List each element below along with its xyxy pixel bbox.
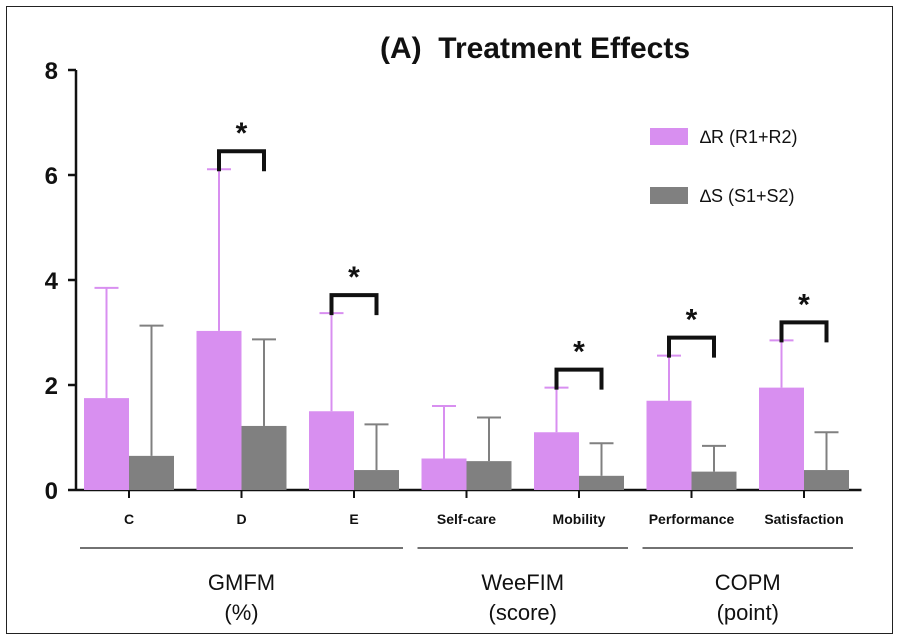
group-sublabel: (score) [489,600,557,625]
legend-swatch-r [650,128,688,145]
group-sublabel: (%) [224,600,258,625]
significance-bracket [779,320,829,343]
bar [354,470,399,490]
group-label: COPM [715,570,781,595]
bar [691,471,737,490]
bar [759,387,804,490]
bar [804,470,849,490]
y-tick-label: 2 [45,373,58,400]
legend-label-s: ∆S (S1+S2) [700,186,795,206]
bar [421,458,467,490]
group-label: GMFM [208,570,275,595]
y-tick-label: 0 [45,478,58,505]
significance-bracket [217,149,266,172]
y-tick-label: 8 [45,58,58,85]
group-label: WeeFIM [481,570,564,595]
chart-frame [6,6,893,634]
category-label: Mobility [553,511,606,527]
chart-title: (A) Treatment Effects [380,32,690,65]
category-label: D [236,511,246,527]
category-label: Self-care [437,511,496,527]
significance-marker: * [798,288,810,321]
group-sublabel: (point) [717,600,779,625]
plot-area: 0 2 4 6 8 C D E Self-care Mobility Performance Sati… [45,58,862,625]
significance-marker: * [348,261,360,294]
bar [534,432,579,490]
bar [466,461,512,490]
significance-bracket [667,335,716,358]
significance-marker: * [573,336,585,369]
significance-bracket [329,293,379,316]
significance-marker: * [236,117,248,150]
category-label: C [124,511,134,527]
significance-marker: * [686,304,698,337]
bar [241,425,287,490]
y-tick-label: 6 [45,163,58,190]
bar [646,400,692,490]
legend-swatch-s [650,187,688,204]
bar [84,398,129,490]
bar [196,330,242,490]
category-label: Performance [649,511,735,527]
category-label: Satisfaction [764,511,843,527]
bar [579,475,624,490]
y-tick-label: 4 [45,268,59,295]
significance-bracket [554,367,604,390]
bar [309,411,354,490]
legend: ∆R (R1+R2) ∆S (S1+S2) [650,127,798,206]
legend-label-r: ∆R (R1+R2) [700,127,798,147]
bar [129,455,174,490]
category-label: E [349,511,358,527]
